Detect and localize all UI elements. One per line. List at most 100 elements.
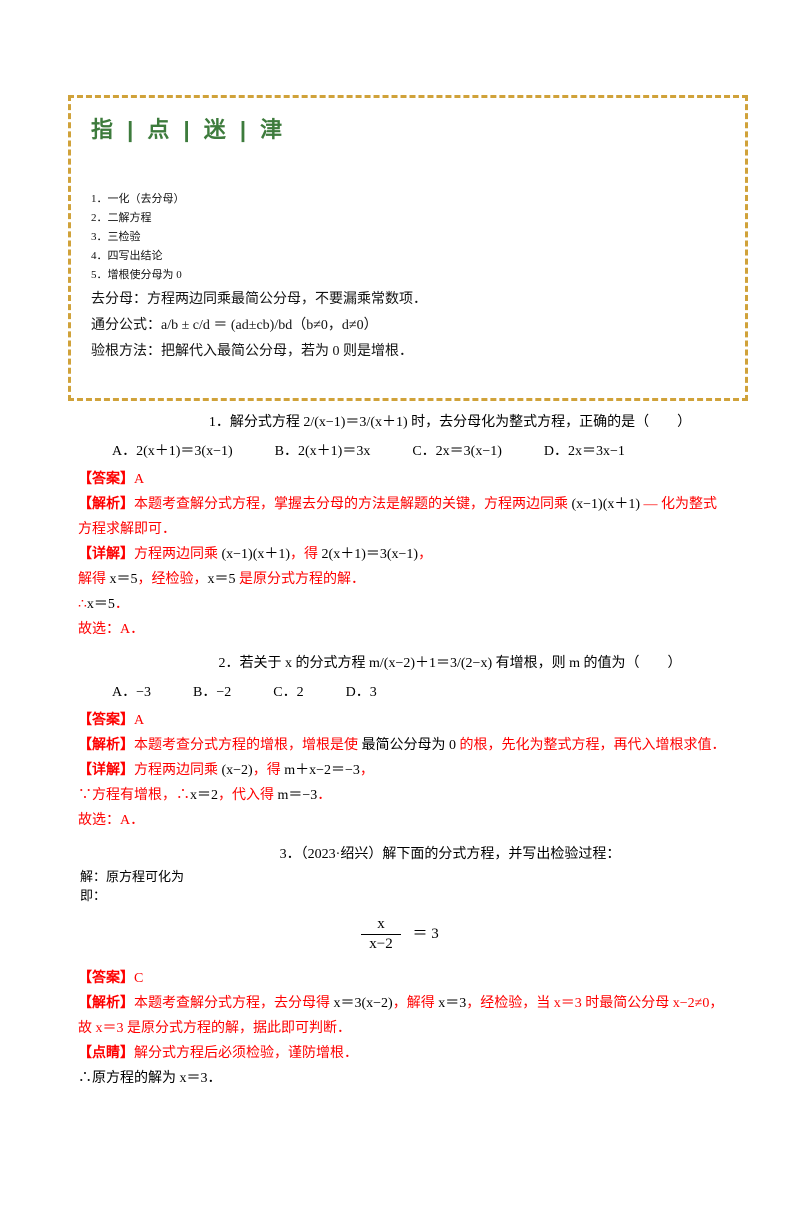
analysis-label: 【解析】 [78, 996, 134, 1011]
line-text: ，代入得 [218, 788, 278, 803]
option-a: A．2(x＋1)＝3(x−1) [112, 444, 233, 459]
line-math: 最简公分母为 0 [361, 738, 457, 753]
line-math: (x−1)(x＋1) [571, 497, 641, 512]
line-text: ，经检验， [137, 572, 208, 587]
explanation-line: ∵方程有增根，∴x＝2，代入得 m＝−3． [78, 783, 728, 808]
analysis-label: 【解析】 [78, 497, 134, 512]
note-line: 【点睛】解分式方程后必须检验，谨防增根． [78, 1041, 728, 1066]
tip-line: 1．一化（去分母） [91, 193, 185, 205]
line-text: 是原分式方程的解． [235, 572, 365, 587]
option-b: B．−2 [193, 685, 232, 700]
answer-label: 【答案】 [78, 472, 134, 487]
line-math: x＝5 [86, 597, 115, 612]
line-text: 本题考查解分式方程，去分母得 [134, 996, 334, 1011]
displayed-equation: x x−2 ＝ 3 [0, 915, 800, 954]
answer-value: C [134, 971, 144, 986]
line-math: m＋x−2＝−3 [284, 763, 360, 778]
line-text: ∴ [78, 597, 87, 612]
line-text: 方程两边同乘 [134, 763, 222, 778]
question-stem: 2．若关于 x 的分式方程 m/(x−2)＋1＝3/(2−x) 有增根，则 m … [218, 656, 682, 671]
line-text: 解得 [78, 572, 110, 587]
line-text: ，得 [290, 547, 322, 562]
tip-line-formula: 验根方法：把解代入最简公分母，若为 0 则是增根． [91, 344, 413, 359]
detail-label: 【详解】 [78, 547, 134, 562]
line-text: ． [114, 597, 129, 612]
tip-line: 4．四写出结论 [91, 250, 163, 262]
option-c: C．2x＝3(x−1) [412, 444, 502, 459]
detail-line: 【详解】方程两边同乘 (x−1)(x＋1)，得 2(x＋1)＝3(x−1)， [78, 542, 728, 567]
fraction-numerator: x [361, 915, 401, 935]
answer-value: A [134, 713, 145, 728]
line-math: (x−2) [221, 763, 253, 778]
tips-box: 指 | 点 | 迷 | 津 1．一化（去分母） 2．二解方程 3．三检验 4．四… [68, 95, 748, 401]
tip-line-formula: 通分公式：a/b ± c/d ＝ (ad±cb)/bd（b≠0，d≠0） [91, 318, 378, 333]
line-text: 故选：A． [78, 622, 145, 637]
answer-value: A [134, 472, 145, 487]
line-text: ，得 [252, 763, 285, 778]
line-text: 的根，先化为整式方程，再代入增根求值． [456, 738, 726, 753]
note-label: 【点睛】 [78, 1046, 134, 1061]
tip-line: 5．增根使分母为 0 [91, 269, 182, 281]
tip-line: 3．三检验 [91, 231, 141, 243]
tips-list: 1．一化（去分母） 2．二解方程 3．三检验 4．四写出结论 5．增根使分母为 … [91, 190, 725, 363]
line-text: 方程两边同乘 [134, 547, 222, 562]
line-math: x＝3(x−2) [333, 996, 393, 1011]
detail-label: 【详解】 [78, 763, 134, 778]
line-math: x＝5 [109, 572, 138, 587]
fraction-denominator: x−2 [369, 936, 393, 952]
options-row: A．−3 B．−2 C．2 D．3 [112, 680, 800, 706]
analysis-label: 【解析】 [78, 738, 134, 753]
question-2: 2．若关于 x 的分式方程 m/(x−2)＋1＝3/(2−x) 有增根，则 m … [0, 652, 800, 833]
analysis-line: 【解析】本题考查解分式方程，掌握去分母的方法是解题的关键，方程两边同乘 (x−1… [78, 492, 728, 542]
line-text: 本题考查分式方程的增根，增根是使 [134, 738, 362, 753]
line-math: x＝2 [190, 788, 218, 803]
line-text: — 化为整式方程求解即可． [78, 497, 718, 537]
line-text: ∵方程有增根，∴ [78, 788, 190, 803]
line-math: ∴原方程的解为 x＝3． [78, 1071, 222, 1086]
option-b: B．2(x＋1)＝3x [274, 444, 371, 459]
option-a: A．−3 [112, 685, 152, 700]
line-text: 本题考查解分式方程，掌握去分母的方法是解题的关键，方程两边同乘 [134, 497, 572, 512]
question-1: 1．解分式方程 2/(x−1)＝3/(x＋1) 时，去分母化为整式方程，正确的是… [0, 411, 800, 642]
line-math: x＝5 [207, 572, 236, 587]
work-line: 即： [80, 888, 107, 903]
line-text: 解分式方程后必须检验，谨防增根． [134, 1046, 358, 1061]
answer-label: 【答案】 [78, 713, 134, 728]
line-math: m＝−3 [277, 788, 318, 803]
tips-box-title: 指 | 点 | 迷 | 津 [91, 117, 287, 142]
explanation-line: 解得 x＝5，经检验，x＝5 是原分式方程的解． [78, 567, 728, 592]
detail-line: 【详解】方程两边同乘 (x−2)，得 m＋x−2＝−3， [78, 758, 728, 783]
tip-line: 2．二解方程 [91, 212, 152, 224]
exam-answer-document: { "colors": { "accent_red": "#fe0000", "… [0, 95, 800, 1227]
analysis-line: 【解析】本题考查分式方程的增根，增根是使 最简公分母为 0 的根，先化为整式方程… [78, 733, 728, 758]
work-line: 解：原方程可化为 [80, 869, 185, 884]
equation-rhs: ＝ 3 [412, 925, 439, 942]
line-math: x＝3 [438, 996, 467, 1011]
question-stem: 1．解分式方程 2/(x−1)＝3/(x＋1) 时，去分母化为整式方程，正确的是… [208, 415, 692, 430]
question-stem: 3．（2023·绍兴）解下面的分式方程，并写出检验过程： [279, 847, 621, 862]
analysis-line: 【解析】本题考查解分式方程，去分母得 x＝3(x−2)，解得 x＝3，经检验，当… [78, 991, 728, 1041]
answer-line: 【答案】C [78, 966, 728, 991]
line-text: ， [359, 763, 374, 778]
option-d: D．2x＝3x−1 [543, 444, 625, 459]
option-c: C．2 [273, 685, 304, 700]
options-row: A．2(x＋1)＝3(x−1) B．2(x＋1)＝3x C．2x＝3(x−1) … [112, 439, 800, 465]
fraction: x x−2 [361, 915, 401, 954]
question-3: 3．（2023·绍兴）解下面的分式方程，并写出检验过程： 解：原方程可化为 即：… [0, 843, 800, 1091]
choice-line: 故选：A． [78, 808, 728, 833]
conclusion-line: ∴x＝5． [78, 592, 728, 617]
line-text: ， [418, 547, 433, 562]
answer-line: 【答案】A [78, 467, 728, 492]
choice-line: 故选：A． [78, 617, 728, 642]
line-text: ． [317, 788, 332, 803]
tip-line-formula: 去分母：方程两边同乘最简公分母，不要漏乘常数项． [91, 292, 427, 307]
answer-label: 【答案】 [78, 971, 134, 986]
final-line: ∴原方程的解为 x＝3． [78, 1066, 728, 1091]
answer-line: 【答案】A [78, 708, 728, 733]
line-math: 2(x＋1)＝3(x−1) [321, 547, 419, 562]
option-d: D．3 [345, 685, 377, 700]
line-text: 故选：A． [78, 813, 145, 828]
line-math: (x−1)(x＋1) [221, 547, 291, 562]
line-text: ，解得 [392, 996, 439, 1011]
line-text: ，经检验，当 x＝3 时最简公分母 x−2≠0，故 x＝3 是原分式方程的解，据… [78, 996, 724, 1036]
